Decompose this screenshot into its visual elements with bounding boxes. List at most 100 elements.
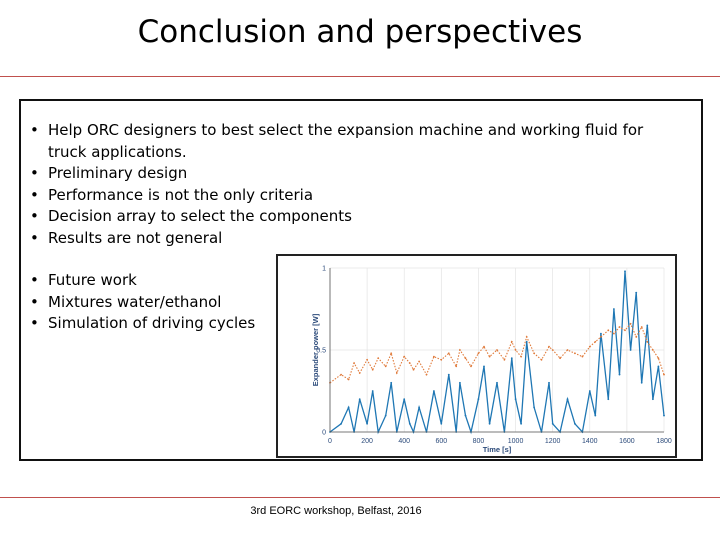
bullet-item: Decision array to select the components <box>26 206 666 228</box>
x-tick-label: 200 <box>361 438 373 445</box>
data-point <box>488 422 491 425</box>
data-point <box>403 398 406 401</box>
data-point <box>440 422 443 425</box>
x-axis-label: Time [s] <box>483 445 512 454</box>
data-point <box>646 324 649 327</box>
data-point <box>624 329 626 332</box>
data-point <box>520 422 522 425</box>
data-point <box>640 326 643 328</box>
data-point <box>483 345 485 348</box>
data-point <box>366 358 368 361</box>
data-point <box>418 360 420 363</box>
data-point <box>433 355 435 358</box>
data-point <box>371 390 374 392</box>
title-divider <box>0 76 720 77</box>
footer: 3rd EORC workshop, Belfast, 2016 <box>0 505 672 517</box>
data-point <box>514 398 517 401</box>
x-tick-label: 1400 <box>582 438 598 445</box>
data-point <box>340 373 342 376</box>
data-point <box>525 340 528 343</box>
data-point <box>652 349 654 351</box>
data-point <box>551 349 554 351</box>
y-tick-label: 0.5 <box>316 348 326 355</box>
main-bullet-list: Help ORC designers to best select the ex… <box>26 120 666 250</box>
data-point <box>588 345 591 348</box>
data-point <box>548 381 550 384</box>
data-point <box>574 422 576 425</box>
x-tick-label: 1800 <box>656 438 672 445</box>
data-point <box>384 414 387 417</box>
data-point <box>503 358 506 361</box>
x-tick-label: 600 <box>435 438 447 445</box>
data-point <box>496 381 498 384</box>
bullet-item: Mixtures water/ethanol <box>26 292 286 314</box>
data-point <box>353 362 355 364</box>
data-point <box>390 381 393 384</box>
data-point <box>663 373 665 376</box>
data-point <box>455 365 458 368</box>
data-point <box>358 372 361 374</box>
data-point <box>594 340 597 343</box>
data-point <box>358 398 361 401</box>
data-point <box>525 336 528 338</box>
content-frame <box>19 99 703 461</box>
y-tick-label: 1 <box>322 266 326 273</box>
data-point <box>412 368 415 371</box>
data-point <box>588 390 591 392</box>
data-point <box>403 355 406 358</box>
data-point <box>559 357 561 360</box>
data-point <box>464 357 467 360</box>
data-point <box>629 349 632 351</box>
data-point <box>433 390 435 392</box>
data-point <box>488 355 491 358</box>
bullet-item: Future work <box>26 270 286 292</box>
data-point <box>566 398 569 401</box>
footer-text: 3rd EORC workshop, Belfast, 2016 <box>250 505 422 517</box>
data-point <box>514 349 517 351</box>
data-point <box>477 398 480 401</box>
data-point <box>483 365 485 368</box>
chart-series-group <box>329 270 665 435</box>
data-point <box>496 349 498 351</box>
data-point <box>624 270 626 273</box>
bullet-item: Results are not general <box>26 228 666 250</box>
data-point <box>551 422 554 425</box>
data-point <box>384 365 387 368</box>
data-point <box>640 381 643 384</box>
data-point <box>533 352 535 355</box>
x-tick-label: 1000 <box>508 438 524 445</box>
series-line-0 <box>329 271 665 435</box>
data-point <box>618 326 621 328</box>
data-point <box>440 358 443 361</box>
data-point <box>652 398 654 401</box>
data-point <box>600 332 602 335</box>
bullet-item: Simulation of driving cycles <box>26 313 286 335</box>
data-point <box>566 349 569 351</box>
y-tick-label: 0 <box>322 430 326 437</box>
data-point <box>618 373 621 376</box>
x-tick-label: 1200 <box>545 438 561 445</box>
data-point <box>646 340 649 343</box>
data-point <box>540 358 543 361</box>
data-point <box>663 414 665 417</box>
data-point <box>459 349 461 351</box>
x-tick-label: 1600 <box>619 438 635 445</box>
data-point <box>607 329 610 332</box>
data-point <box>418 406 420 409</box>
data-point <box>408 362 411 364</box>
bullet-item: Preliminary design <box>26 163 666 185</box>
x-tick-label: 0 <box>328 438 332 445</box>
data-point <box>477 352 480 355</box>
data-point <box>408 422 411 425</box>
data-point <box>447 373 450 376</box>
data-point <box>447 352 450 355</box>
series-line-1 <box>329 322 665 384</box>
y-axis-label: Expander power [W] <box>311 313 320 386</box>
data-point <box>600 336 602 338</box>
data-point <box>390 352 393 355</box>
data-point <box>470 365 472 368</box>
data-point <box>635 291 638 294</box>
data-point <box>340 422 342 425</box>
data-point <box>613 332 615 335</box>
x-tick-label: 400 <box>398 438 410 445</box>
